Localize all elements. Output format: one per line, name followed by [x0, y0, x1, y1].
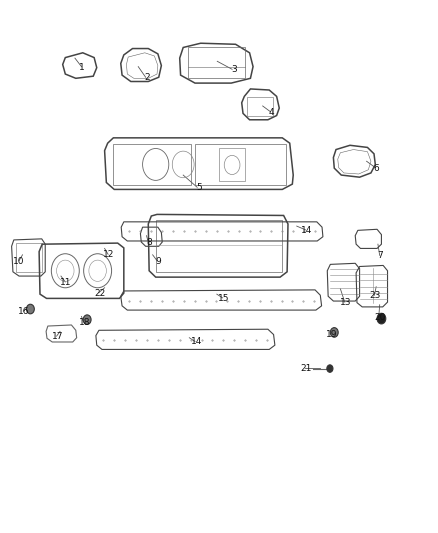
Text: 21: 21 [300, 364, 312, 373]
Text: 17: 17 [52, 332, 63, 341]
Text: 12: 12 [103, 251, 115, 260]
Text: 15: 15 [218, 294, 229, 303]
Text: 5: 5 [197, 183, 202, 192]
Text: 2: 2 [144, 73, 150, 82]
Text: 9: 9 [155, 257, 161, 265]
Text: 20: 20 [374, 312, 385, 321]
Text: 8: 8 [146, 238, 152, 247]
Bar [195, 144, 286, 185]
Text: 23: 23 [370, 291, 381, 300]
Text: 13: 13 [340, 298, 351, 307]
Circle shape [330, 328, 338, 337]
Text: 1: 1 [78, 63, 85, 71]
Bar [15, 243, 42, 272]
Text: 14: 14 [300, 226, 312, 235]
Text: 19: 19 [326, 330, 337, 339]
Text: 11: 11 [60, 278, 71, 287]
Circle shape [327, 365, 333, 372]
Text: 10: 10 [13, 257, 25, 265]
Text: 16: 16 [18, 307, 29, 316]
Circle shape [377, 313, 386, 324]
Circle shape [26, 304, 34, 314]
Text: 6: 6 [373, 164, 379, 173]
Text: 22: 22 [95, 288, 106, 297]
Bar [113, 144, 191, 185]
Bar [155, 220, 283, 272]
Text: 18: 18 [79, 318, 90, 327]
Text: 3: 3 [231, 66, 237, 74]
Text: 4: 4 [268, 108, 274, 117]
Bar [247, 98, 273, 116]
Circle shape [83, 315, 91, 325]
Text: 14: 14 [191, 337, 202, 346]
Text: 7: 7 [378, 252, 383, 260]
Bar [187, 47, 245, 78]
Bar [219, 149, 245, 181]
